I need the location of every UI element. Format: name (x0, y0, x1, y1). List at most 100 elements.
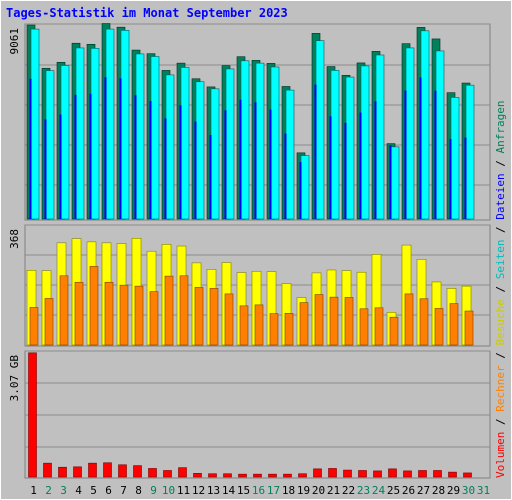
bar-seiten-day-9 (150, 56, 160, 220)
bar-volumen-day-17 (268, 473, 277, 478)
bar-dateien-day-1 (29, 78, 32, 219)
bar-seiten-day-25 (390, 146, 400, 220)
bar-dateien-day-15 (239, 99, 242, 219)
bar-volumen-day-4 (73, 466, 82, 478)
bar-volumen-day-11 (178, 467, 187, 478)
bar-seiten-day-4 (75, 47, 85, 220)
bar-dateien-day-13 (209, 135, 212, 219)
legend-entry: / (494, 418, 507, 431)
bar-rechner-day-11 (179, 275, 189, 346)
x-tick-label: 21 (327, 484, 340, 497)
bar-seiten-day-11 (180, 67, 190, 220)
bar-dateien-day-7 (119, 78, 122, 219)
x-tick-label: 11 (177, 484, 190, 497)
legend-entry: / (494, 352, 507, 365)
panel-visits: 368 (8, 224, 491, 347)
y-axis-max-label: 3.07 GB (8, 355, 21, 402)
bar-seiten-day-30 (465, 84, 475, 220)
legend-entry: / (494, 286, 507, 299)
bar-dateien-day-28 (434, 90, 437, 219)
bar-volumen-day-24 (373, 470, 382, 478)
bar-dateien-day-21 (329, 116, 332, 219)
bar-dateien-day-16 (254, 102, 257, 219)
bar-dateien-day-25 (389, 145, 392, 219)
bar-rechner-day-27 (419, 298, 429, 346)
bar-dateien-day-10 (164, 118, 167, 219)
bar-volumen-day-23 (358, 470, 367, 478)
bar-rechner-day-22 (344, 297, 354, 346)
x-tick-label: 3 (60, 484, 67, 497)
panel-hits: 9061 (8, 23, 491, 221)
x-tick-label: 17 (267, 484, 280, 497)
x-tick-label: 6 (105, 484, 112, 497)
bar-seiten-day-8 (135, 53, 145, 220)
bar-rechner-day-5 (89, 266, 99, 346)
bar-volumen-day-15 (238, 473, 247, 478)
x-tick-label: 24 (372, 484, 386, 497)
bar-rechner-day-4 (74, 281, 84, 346)
bar-volumen-day-13 (208, 473, 217, 478)
bar-volumen-day-25 (388, 468, 397, 478)
bar-rechner-day-29 (449, 303, 459, 346)
bar-dateien-day-20 (314, 84, 317, 219)
bar-seiten-day-22 (345, 76, 355, 220)
bar-dateien-day-23 (359, 112, 362, 219)
bar-seiten-day-26 (405, 47, 415, 220)
bar-dateien-day-3 (59, 114, 62, 219)
bar-seiten-day-21 (330, 70, 340, 220)
bar-volumen-day-9 (148, 468, 157, 478)
legend-entry: Rechner (494, 365, 507, 418)
x-tick-label: 2 (45, 484, 52, 497)
x-tick-label: 27 (417, 484, 430, 497)
bar-dateien-day-29 (449, 139, 452, 219)
legend-entry: Seiten (494, 240, 507, 286)
x-tick-label: 8 (135, 484, 142, 497)
bar-dateien-day-30 (464, 137, 467, 219)
bar-dateien-day-27 (419, 77, 422, 219)
bar-rechner-day-17 (269, 313, 279, 346)
bar-volumen-day-21 (328, 468, 337, 478)
legend-entry: Anfragen (494, 100, 507, 160)
bar-seiten-day-3 (60, 65, 70, 220)
bar-seiten-day-27 (420, 30, 430, 220)
x-axis-day-labels: 1 2 3 4 5 6 7 8 9 10 11 12 13 14 15 16 17 18 19 20 21 22 23 24 2… (30, 484, 490, 497)
legend-text: Volumen / Rechner / Besuche / Seiten / D… (494, 100, 507, 478)
legend-entry: Besuche (494, 299, 507, 352)
bar-seiten-day-12 (195, 81, 205, 220)
bar-rechner-day-18 (284, 313, 294, 346)
x-tick-label: 10 (162, 484, 175, 497)
bar-rechner-day-10 (164, 275, 174, 346)
y-axis-max-label: 368 (8, 229, 21, 249)
bar-seiten-day-6 (105, 28, 115, 220)
bar-seiten-day-28 (435, 50, 445, 220)
bar-seiten-day-18 (285, 89, 295, 220)
bar-dateien-day-19 (299, 162, 302, 219)
bar-rechner-day-13 (209, 288, 219, 346)
bar-seiten-day-23 (360, 65, 370, 220)
bar-dateien-day-5 (89, 93, 92, 219)
bar-rechner-day-26 (404, 293, 414, 346)
legend-entry: / (494, 160, 507, 173)
bar-rechner-day-2 (44, 298, 54, 346)
y-axis-max-label: 9061 (8, 28, 21, 55)
bar-seiten-day-5 (90, 48, 100, 220)
bar-volumen-day-14 (223, 473, 232, 478)
bar-volumen-day-7 (118, 464, 127, 478)
bar-rechner-day-9 (149, 291, 159, 346)
x-tick-label: 4 (75, 484, 82, 497)
x-tick-label: 31 (477, 484, 490, 497)
bar-volumen-day-27 (418, 470, 427, 478)
bar-rechner-day-30 (464, 310, 474, 346)
bar-seiten-day-2 (45, 70, 55, 220)
bar-volumen-day-20 (313, 468, 322, 478)
x-tick-label: 9 (150, 484, 157, 497)
bar-volumen-day-3 (58, 466, 67, 478)
bar-rechner-day-20 (314, 294, 324, 346)
bar-rechner-day-24 (374, 307, 384, 346)
x-tick-label: 13 (207, 484, 220, 497)
bar-dateien-day-22 (344, 122, 347, 219)
bar-seiten-day-10 (165, 74, 175, 220)
bar-seiten-day-7 (120, 30, 130, 220)
bar-rechner-day-23 (359, 308, 369, 346)
